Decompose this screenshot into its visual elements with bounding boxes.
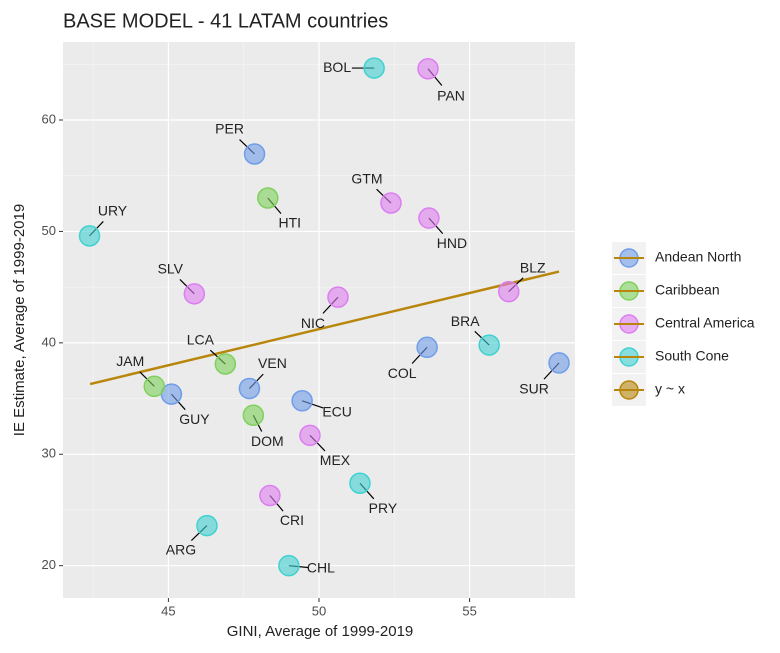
point-label: BRA xyxy=(451,313,480,329)
y-tick-label: 20 xyxy=(42,557,56,572)
x-tick-label: 55 xyxy=(462,603,476,618)
point xyxy=(327,286,349,308)
point-label: MEX xyxy=(320,452,351,468)
point-label: HND xyxy=(437,235,467,251)
point-label: CHL xyxy=(307,559,335,575)
point-label: BOL xyxy=(323,59,351,75)
point xyxy=(278,554,300,577)
y-tick-label: 30 xyxy=(42,446,56,461)
point xyxy=(243,143,266,165)
point xyxy=(257,187,279,209)
trend-line xyxy=(89,270,560,386)
point xyxy=(418,207,440,229)
point-label: URY xyxy=(98,203,128,219)
point-label: GTM xyxy=(351,171,382,187)
point xyxy=(416,336,438,359)
y-tick-label: 40 xyxy=(42,334,56,349)
point xyxy=(299,424,321,447)
chart-title: BASE MODEL - 41 LATAM countries xyxy=(63,10,388,32)
point-label: BLZ xyxy=(520,259,546,275)
point xyxy=(242,404,265,427)
point-label: PRY xyxy=(369,500,398,516)
point xyxy=(548,352,570,374)
legend-label: Andean North xyxy=(655,249,741,265)
point xyxy=(497,280,520,303)
point-label: NIC xyxy=(301,315,325,331)
point-label: ECU xyxy=(322,403,352,419)
y-axis-label: IE Estimate, Average of 1999-2019 xyxy=(11,204,28,436)
point-label: CRI xyxy=(280,512,304,528)
point-label: DOM xyxy=(251,433,284,449)
point-label: ARG xyxy=(166,541,196,557)
point xyxy=(214,353,237,375)
point-label: GUY xyxy=(179,411,210,427)
point-label: SUR xyxy=(519,381,549,397)
point xyxy=(478,334,500,356)
point-label: HTI xyxy=(279,215,302,231)
legend-label: Caribbean xyxy=(655,282,720,298)
point xyxy=(363,57,385,79)
legend-label: y ~ x xyxy=(655,381,685,397)
point-label: PER xyxy=(215,121,244,137)
x-axis-label: GINI, Average of 1999-2019 xyxy=(227,623,414,640)
point xyxy=(196,514,218,537)
legend-label: Central America xyxy=(655,315,755,331)
y-tick-label: 60 xyxy=(42,111,56,126)
point-label: COL xyxy=(388,365,417,381)
point xyxy=(183,283,206,305)
point xyxy=(238,377,261,400)
point xyxy=(417,57,439,80)
point-label: PAN xyxy=(437,87,465,103)
y-tick-label: 50 xyxy=(42,223,56,238)
x-tick-label: 45 xyxy=(161,603,175,618)
point-label: VEN xyxy=(258,355,287,371)
point-label: JAM xyxy=(116,353,144,369)
point xyxy=(143,375,166,398)
point xyxy=(259,484,281,507)
x-tick-label: 50 xyxy=(312,603,326,618)
point-label: SLV xyxy=(158,261,184,277)
point xyxy=(349,472,371,494)
point-label: LCA xyxy=(187,332,215,348)
point xyxy=(380,192,402,214)
point xyxy=(291,390,313,412)
point xyxy=(78,225,101,247)
legend-label: South Cone xyxy=(655,348,729,364)
